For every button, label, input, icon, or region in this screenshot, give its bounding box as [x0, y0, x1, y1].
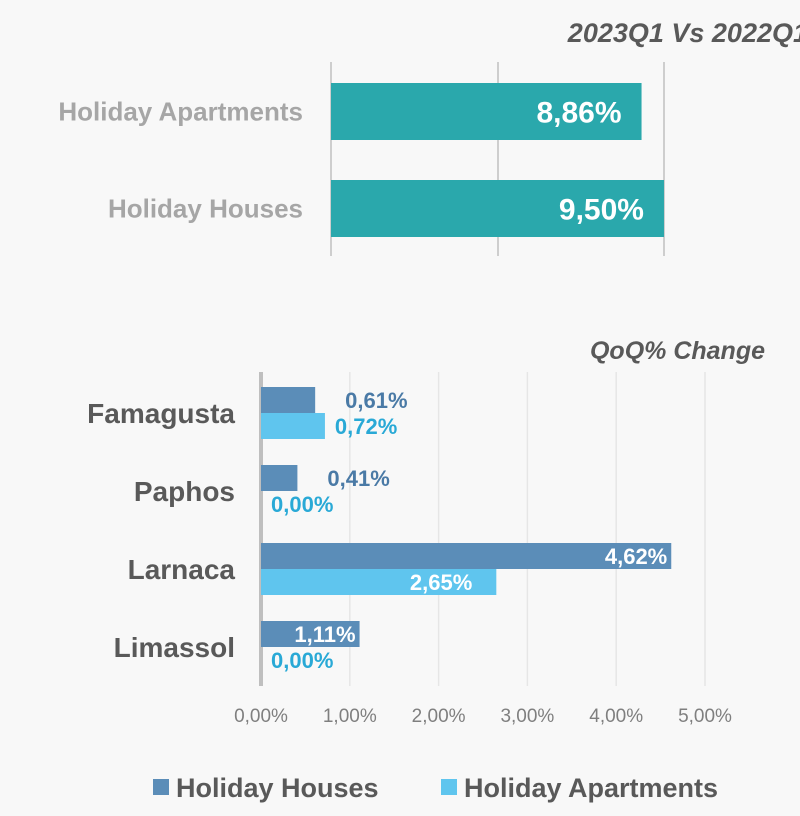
legend-swatch-houses [153, 779, 169, 795]
data-label-houses-limassol: 1,11% [294, 622, 355, 647]
x-tick-label: 1,00% [323, 706, 377, 727]
bar-houses-limassol [261, 621, 360, 647]
top-value-label-holiday-houses: 9,50% [559, 194, 644, 227]
data-label-houses-famagusta: 0,61% [345, 388, 407, 413]
top-value-label-holiday-apartments: 8,86% [536, 97, 621, 130]
data-label-apartments-larnaca: 2,65% [410, 570, 472, 595]
legend-swatch-apartments [441, 779, 457, 795]
top-category-holiday-apartments: Holiday Apartments [58, 97, 303, 127]
bar-apartments-famagusta [261, 413, 325, 439]
bar-houses-famagusta [261, 387, 316, 413]
data-label-apartments-limassol: 0,00% [271, 648, 333, 673]
data-label-houses-paphos: 0,41% [327, 466, 389, 491]
x-tick-label: 5,00% [678, 706, 732, 727]
category-paphos: Paphos [134, 476, 235, 507]
bottom-chart-title: QoQ% Change [590, 337, 765, 365]
category-larnaca: Larnaca [128, 554, 236, 585]
bar-apartments-larnaca [261, 569, 497, 595]
x-tick-label: 2,00% [412, 706, 466, 727]
top-chart-title: 2023Q1 Vs 2022Q1 [567, 18, 800, 48]
x-tick-label: 0,00% [234, 706, 288, 727]
x-tick-label: 4,00% [589, 706, 643, 727]
top-bar-holiday-apartments [331, 83, 642, 140]
legend-label-houses: Holiday Houses [176, 773, 379, 803]
top-category-holiday-houses: Holiday Houses [108, 194, 303, 224]
x-tick-label: 3,00% [500, 706, 554, 727]
top-bar-holiday-houses [331, 180, 664, 237]
bar-houses-paphos [261, 465, 298, 491]
data-label-apartments-paphos: 0,00% [271, 492, 333, 517]
category-limassol: Limassol [114, 632, 235, 663]
legend-label-apartments: Holiday Apartments [464, 773, 718, 803]
data-label-apartments-famagusta: 0,72% [335, 414, 397, 439]
category-famagusta: Famagusta [87, 398, 235, 429]
data-label-houses-larnaca: 4,62% [605, 544, 667, 569]
bar-houses-larnaca [261, 543, 672, 569]
